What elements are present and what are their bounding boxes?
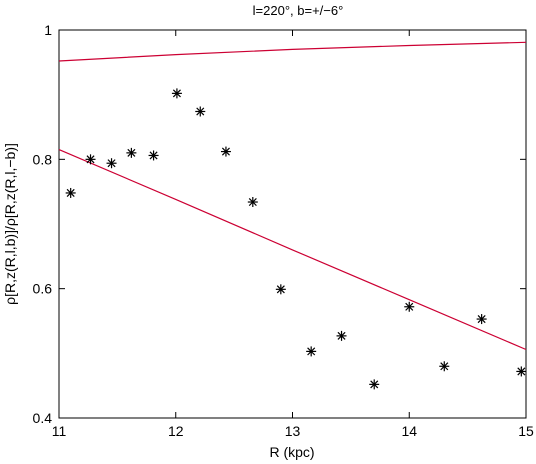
asterisk-stroke (307, 347, 316, 356)
asterisk-stroke (172, 89, 181, 98)
asterisk-stroke (149, 151, 158, 160)
x-tick-label: 13 (285, 423, 301, 439)
asterisk-point (369, 379, 380, 390)
asterisk-point (65, 187, 76, 198)
asterisk-point (275, 284, 286, 295)
y-axis-label: ρ[R,z(R,l,b)]/ρ[R,z(R,l,−b)] (2, 143, 18, 305)
x-tick-label: 12 (168, 423, 184, 439)
asterisk-point (404, 301, 415, 312)
asterisk-stroke (86, 155, 95, 164)
asterisk-point (220, 146, 231, 157)
asterisk-point (516, 366, 527, 377)
asterisk-stroke (405, 302, 414, 311)
asterisk-stroke (337, 331, 346, 340)
tick-labels: 11 12 13 14 15 0.4 0.6 0.8 1 (33, 22, 534, 439)
asterisk-stroke (107, 159, 116, 168)
asterisk-point (306, 346, 317, 357)
asterisk-stroke (477, 315, 486, 324)
x-tick-label: 14 (401, 423, 417, 439)
asterisk-stroke (127, 148, 136, 157)
asterisk-point (336, 330, 347, 341)
asterisk-point (106, 158, 117, 169)
asterisk-stroke (248, 197, 257, 207)
model-curve-1 (58, 149, 527, 351)
chart-title: l=220°, b=+/−6° (253, 3, 344, 18)
asterisk-stroke (276, 285, 285, 294)
x-axis-label: R (kpc) (269, 444, 314, 460)
y-tick-label: 1 (44, 22, 52, 38)
asterisk-stroke (370, 380, 379, 389)
model-curve-2 (58, 41, 527, 62)
axis-ticks (58, 29, 527, 419)
asterisk-stroke (440, 362, 449, 371)
y-tick-label: 0.6 (33, 281, 53, 297)
x-tick-label: 15 (518, 423, 534, 439)
asterisk-point (195, 106, 206, 117)
plot-frame (58, 29, 527, 419)
asterisk-stroke (196, 107, 205, 116)
x-tick-label: 11 (52, 423, 67, 439)
asterisk-point (126, 147, 137, 158)
asterisk-point (85, 154, 96, 165)
asterisk-stroke (221, 147, 230, 156)
y-tick-label: 0.8 (33, 151, 53, 167)
asterisk-point (148, 150, 159, 161)
asterisk-point (247, 197, 258, 208)
asterisk-point (171, 88, 182, 99)
model-curves (58, 41, 527, 351)
y-tick-label: 0.4 (33, 410, 53, 426)
data-points (65, 88, 527, 390)
asterisk-stroke (66, 188, 75, 197)
asterisk-stroke (517, 367, 526, 376)
asterisk-point (439, 361, 450, 372)
asterisk-point (476, 314, 487, 325)
